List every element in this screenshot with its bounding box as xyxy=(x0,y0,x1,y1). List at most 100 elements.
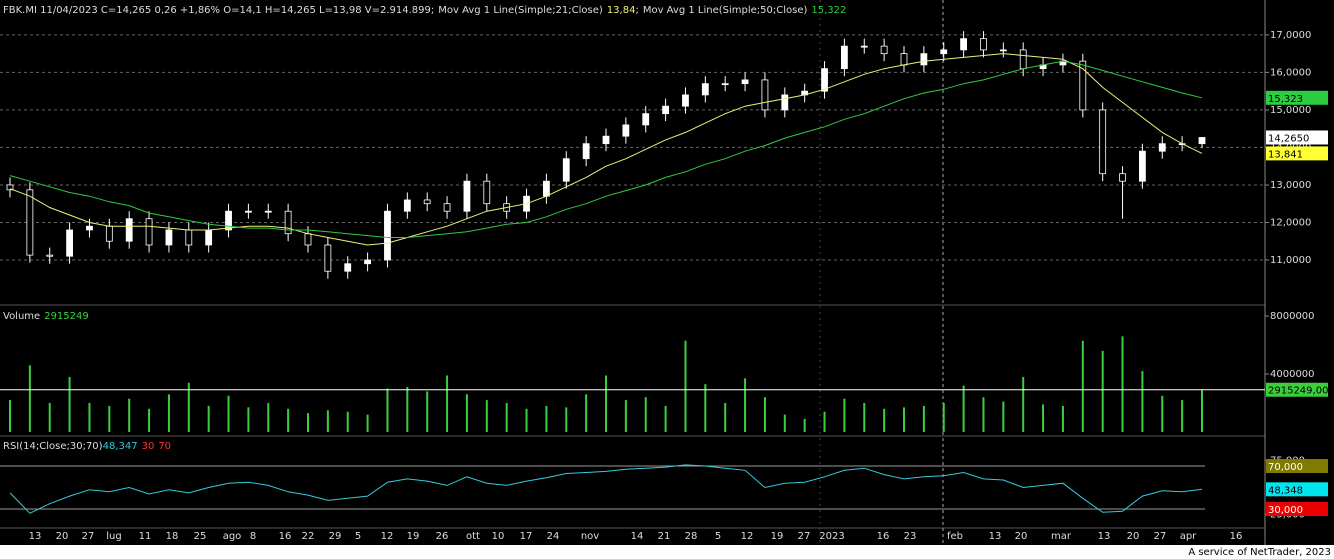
volume-bar xyxy=(525,408,528,432)
volume-bar xyxy=(605,375,607,432)
candle-body xyxy=(741,79,749,85)
x-tick-label: 20 xyxy=(56,531,69,542)
x-tick-label: ago xyxy=(223,531,242,542)
volume-bar xyxy=(167,394,170,432)
candle-body xyxy=(324,244,332,272)
volume-bar xyxy=(1201,389,1203,432)
volume-bar xyxy=(803,418,806,432)
volume-bar xyxy=(823,411,826,432)
volume-bar xyxy=(485,400,488,432)
x-tick-label: 5 xyxy=(355,531,361,542)
volume-bar xyxy=(883,408,886,432)
candle-body xyxy=(940,49,948,55)
candle-body xyxy=(125,218,133,242)
x-tick-label: 29 xyxy=(329,531,342,542)
candle-body xyxy=(960,38,967,51)
x-tick-label: ott xyxy=(466,531,480,542)
volume-bar xyxy=(783,414,786,432)
volume-bar xyxy=(1101,350,1104,432)
volume-bar xyxy=(942,403,945,432)
legend-value: 13,84 xyxy=(607,5,636,16)
candle-body xyxy=(860,45,868,48)
candle-body xyxy=(622,124,630,137)
candle-body xyxy=(682,94,689,107)
candle-body xyxy=(483,180,491,205)
candle-body xyxy=(284,210,292,235)
volume-bar xyxy=(1002,401,1005,432)
volume-bar xyxy=(108,405,111,432)
price-tag xyxy=(1266,482,1328,497)
x-tick-label: 12 xyxy=(381,531,394,542)
x-tick-label: 20 xyxy=(1015,531,1028,542)
candle-body xyxy=(821,68,828,92)
volume-bar xyxy=(187,382,190,432)
candle-body xyxy=(543,180,550,197)
volume-bar xyxy=(28,365,31,432)
volume-bar xyxy=(48,403,51,432)
price-tag xyxy=(1266,382,1328,397)
legend: Volume 2915249 xyxy=(3,311,89,322)
legend-value: 15,322 xyxy=(811,5,846,16)
candle-body xyxy=(384,210,391,261)
volume-bar xyxy=(128,398,131,432)
price-tag xyxy=(1266,130,1328,145)
candle-body xyxy=(999,49,1007,52)
legend-title: RSI(14;Close;30;70) xyxy=(3,441,103,452)
candle-body xyxy=(662,105,669,115)
candle-body xyxy=(701,83,709,96)
candle-body xyxy=(1158,143,1166,152)
x-tick-label: 12 xyxy=(741,531,754,542)
price-tag-label: 30,000 xyxy=(1268,505,1303,516)
x-tick-label: 2023 xyxy=(819,531,844,542)
volume-bar xyxy=(565,407,568,432)
volume-bar xyxy=(982,397,985,432)
price-tag xyxy=(1266,146,1328,161)
x-tick-label: lug xyxy=(106,531,121,542)
volume-bar xyxy=(763,397,766,432)
candle-body xyxy=(781,94,789,111)
x-tick-label: 19 xyxy=(771,531,784,542)
volume-bar xyxy=(1121,336,1124,432)
candle-body xyxy=(205,229,213,246)
x-tick-label: 25 xyxy=(194,531,207,542)
candle-body xyxy=(562,158,570,182)
moving-average xyxy=(9,60,1203,238)
candle-body xyxy=(443,203,451,212)
x-tick-label: 13 xyxy=(1098,531,1111,542)
x-tick-label: 27 xyxy=(1154,531,1167,542)
y-tick-label: 16,0000 xyxy=(1270,67,1311,78)
candle-body xyxy=(185,229,193,246)
x-tick-label: 23 xyxy=(904,531,917,542)
x-tick-label: 27 xyxy=(82,531,95,542)
volume-bar xyxy=(465,394,468,432)
volume-bar xyxy=(1022,376,1025,432)
volume-bar xyxy=(903,407,905,432)
x-tick-label: 13 xyxy=(29,531,42,542)
y-tick-label: 8000000 xyxy=(1270,311,1315,322)
volume-bar xyxy=(624,400,627,432)
x-tick-label: 14 xyxy=(631,531,644,542)
candle-body xyxy=(264,210,272,213)
candle-body xyxy=(344,263,352,272)
x-tick-label: 22 xyxy=(302,531,315,542)
x-tick-label: 5 xyxy=(715,531,721,542)
candle-body xyxy=(980,38,987,51)
candle-body xyxy=(1139,150,1146,182)
volume-bar xyxy=(406,387,409,432)
legend-name: Mov Avg 1 Line(Simple;21;Close) xyxy=(438,5,603,16)
x-tick-label: 16 xyxy=(877,531,890,542)
price-tag-label: 70,000 xyxy=(1268,462,1303,473)
candle-body xyxy=(1019,49,1027,70)
y-tick-label: 15,0000 xyxy=(1270,105,1311,116)
volume-bar xyxy=(1061,405,1064,432)
volume-bar xyxy=(545,405,548,432)
legend-value: 48,347 xyxy=(103,441,138,452)
y-tick-label: 13,0000 xyxy=(1270,180,1311,191)
volume-bar xyxy=(585,394,588,432)
legend-level: 70 xyxy=(158,441,171,452)
x-tick-label: 18 xyxy=(166,531,179,542)
x-tick-label: 16 xyxy=(279,531,292,542)
y-tick-label: 17,0000 xyxy=(1270,30,1311,41)
